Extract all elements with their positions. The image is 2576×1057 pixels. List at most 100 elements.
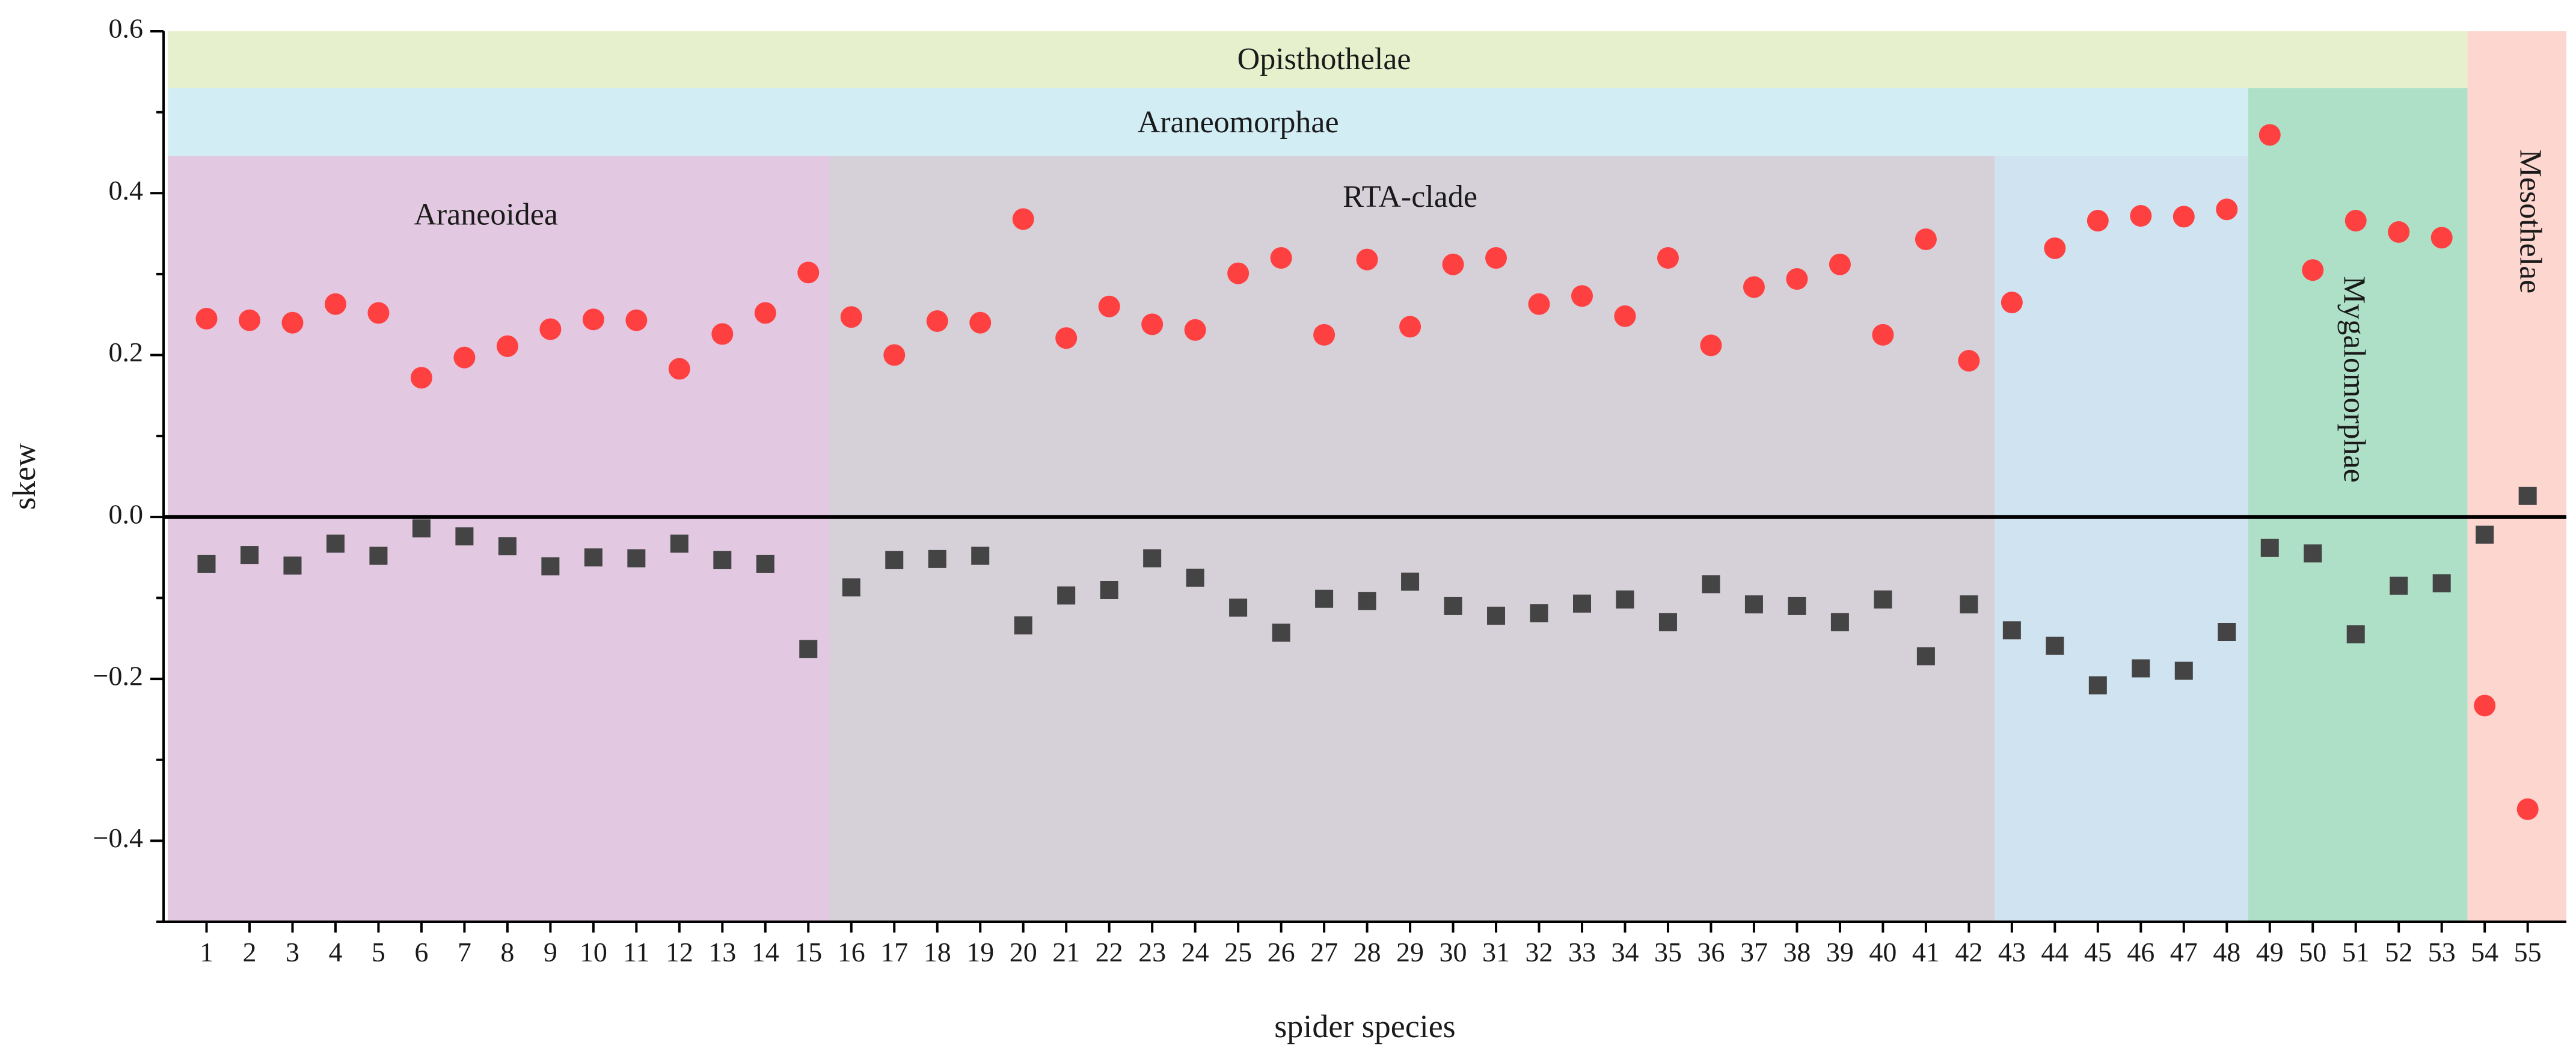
square-point-2	[240, 546, 259, 565]
x-tick-label: 46	[2127, 937, 2154, 967]
x-tick-label: 37	[1740, 937, 1768, 967]
band-label-opisthothelae: Opisthothelae	[1237, 42, 1411, 76]
x-tick-label: 50	[2299, 937, 2326, 967]
x-tick-label: 53	[2428, 937, 2456, 967]
square-point-5	[369, 547, 388, 565]
circle-point-51	[2344, 210, 2367, 232]
square-point-47	[2174, 661, 2193, 680]
square-point-54	[2476, 525, 2494, 544]
circle-point-41	[1915, 228, 1937, 251]
square-point-18	[928, 550, 946, 568]
square-point-29	[1401, 572, 1420, 591]
square-point-8	[498, 537, 517, 556]
square-series	[197, 486, 2537, 694]
circle-point-18	[926, 310, 948, 332]
x-tick-label: 36	[1697, 937, 1725, 967]
square-point-33	[1572, 594, 1591, 613]
x-tick-label: 49	[2256, 937, 2284, 967]
square-point-14	[756, 554, 774, 573]
y-tick-label: 0.2	[109, 337, 144, 367]
square-point-17	[885, 551, 904, 569]
x-tick-label: 16	[838, 937, 865, 967]
square-point-34	[1616, 590, 1634, 609]
square-point-12	[670, 535, 688, 553]
band-mesothelae	[2467, 31, 2566, 922]
square-point-42	[1960, 595, 1978, 614]
circle-point-36	[1700, 334, 1722, 357]
clade-band-labels: Opisthothelae Araneomorphae Araneoidea RTA-…	[414, 42, 2547, 483]
square-point-44	[2046, 636, 2064, 655]
circle-point-37	[1743, 276, 1765, 298]
square-point-31	[1487, 607, 1506, 625]
x-tick-label: 25	[1224, 937, 1252, 967]
x-tick-label: 17	[880, 937, 908, 967]
x-tick-label: 1	[200, 937, 213, 967]
circle-point-26	[1270, 247, 1292, 269]
square-point-55	[2518, 486, 2537, 505]
circle-point-42	[1958, 349, 1980, 372]
band-label-mygalomorphae: Mygalomorphae	[2337, 276, 2372, 483]
circle-point-33	[1571, 285, 1593, 307]
square-point-35	[1658, 613, 1677, 631]
circle-point-21	[1055, 327, 1078, 349]
square-point-41	[1916, 647, 1935, 666]
square-point-50	[2304, 544, 2322, 563]
x-tick-label: 43	[1998, 937, 2026, 967]
x-tick-label: 39	[1826, 937, 1854, 967]
x-tick-label: 41	[1912, 937, 1940, 967]
circle-point-30	[1442, 253, 1464, 275]
circle-point-4	[324, 293, 346, 315]
band-opisthothelae	[168, 31, 2468, 88]
square-point-46	[2132, 659, 2150, 678]
circle-point-20	[1012, 208, 1034, 230]
x-tick-label: 2	[242, 937, 256, 967]
x-tick-label: 32	[1526, 937, 1553, 967]
square-point-22	[1100, 580, 1118, 599]
y-tick-label: 0.0	[109, 498, 144, 529]
circle-point-17	[883, 344, 906, 366]
circle-point-40	[1872, 323, 1894, 346]
x-tick-label: 21	[1052, 937, 1080, 967]
circle-point-47	[2173, 206, 2195, 228]
square-point-19	[971, 547, 990, 565]
band-rta-clade	[830, 156, 1995, 922]
square-point-25	[1229, 598, 1248, 617]
circle-point-16	[840, 306, 862, 328]
x-tick-label: 22	[1096, 937, 1123, 967]
axes	[162, 31, 2566, 923]
x-tick-label: 52	[2385, 937, 2412, 967]
circle-point-50	[2302, 259, 2324, 281]
square-point-39	[1830, 613, 1849, 631]
circle-point-23	[1141, 313, 1164, 335]
band-araneomorphae	[168, 88, 2249, 156]
circle-point-10	[582, 308, 604, 331]
square-point-45	[2088, 676, 2107, 694]
circle-point-39	[1829, 253, 1851, 275]
circle-point-43	[2001, 292, 2023, 314]
square-point-23	[1143, 549, 1162, 568]
square-point-9	[541, 557, 560, 575]
circle-point-9	[539, 318, 562, 340]
square-point-38	[1788, 596, 1806, 615]
circle-point-27	[1313, 323, 1336, 346]
square-point-49	[2260, 538, 2279, 557]
band-label-rta-clade: RTA-clade	[1343, 180, 1477, 214]
circle-point-52	[2388, 221, 2410, 243]
circle-point-32	[1528, 293, 1550, 315]
band-label-araneoidea: Araneoidea	[414, 198, 558, 232]
circle-point-25	[1227, 262, 1250, 284]
square-point-3	[283, 556, 302, 575]
circle-point-5	[367, 302, 390, 324]
x-tick-label: 42	[1955, 937, 1983, 967]
x-tick-label: 5	[372, 937, 385, 967]
square-point-6	[412, 519, 431, 538]
circle-point-12	[668, 358, 690, 380]
square-point-28	[1358, 592, 1376, 610]
x-tick-label: 27	[1310, 937, 1338, 967]
x-tick-label: 48	[2213, 937, 2240, 967]
x-tick-label: 24	[1182, 937, 1209, 967]
circle-point-28	[1356, 248, 1378, 271]
circle-point-2	[238, 309, 260, 331]
square-point-51	[2346, 625, 2365, 644]
